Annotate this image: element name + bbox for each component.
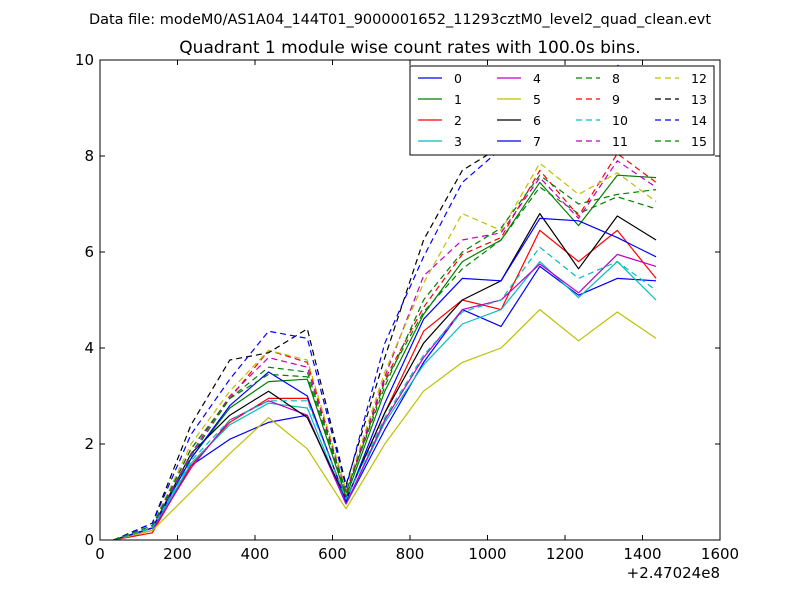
legend-label: 4: [533, 71, 541, 86]
x-tick-label: 0: [95, 545, 105, 563]
legend-label: 13: [691, 92, 707, 107]
legend-label: 5: [533, 92, 541, 107]
series-layer: [113, 64, 657, 540]
series-line-3: [113, 261, 657, 540]
legend-label: 7: [533, 134, 541, 149]
series-line-6: [113, 213, 657, 540]
legend-label: 10: [612, 113, 628, 128]
legend-label: 3: [454, 134, 462, 149]
series-line-9: [113, 153, 657, 540]
x-tick-label: 1400: [623, 545, 661, 563]
x-tick-label: 1000: [468, 545, 506, 563]
x-tick-label: 800: [396, 545, 425, 563]
series-line-5: [113, 309, 657, 540]
y-tick-label: 8: [84, 147, 94, 165]
y-tick-label: 0: [84, 531, 94, 549]
series-line-8: [113, 186, 657, 540]
y-tick-label: 6: [84, 243, 94, 261]
series-line-12: [113, 162, 657, 540]
y-tick-label: 4: [84, 339, 94, 357]
legend-label: 6: [533, 113, 541, 128]
plot-frame: [99, 59, 721, 541]
x-tick-label: 600: [318, 545, 347, 563]
legend-frame: [409, 65, 715, 156]
legend-label: 12: [691, 71, 707, 86]
x-tick-label: 200: [163, 545, 192, 563]
legend-label: 2: [454, 113, 462, 128]
chart-suptitle: Data file: modeM0/AS1A04_144T01_90000016…: [89, 12, 711, 28]
series-line-2: [113, 229, 657, 540]
legend-label: 9: [612, 92, 620, 107]
legend-label: 1: [454, 92, 462, 107]
legend-label: 0: [454, 71, 462, 86]
x-tick-label: 1200: [546, 545, 584, 563]
legend-label: 15: [691, 134, 707, 149]
legend-label: 11: [612, 134, 628, 149]
y-tick-label: 10: [75, 51, 94, 69]
x-tick-label: 1600: [701, 545, 739, 563]
legend-label: 14: [691, 113, 707, 128]
series-line-13: [113, 92, 657, 540]
x-tick-label: 400: [241, 545, 270, 563]
y-tick-label: 2: [84, 435, 94, 453]
series-line-11: [113, 160, 657, 540]
x-offset-label: +2.47024e8: [627, 564, 720, 582]
series-line-7: [113, 217, 657, 540]
legend-label: 8: [612, 71, 620, 86]
chart-title: Quadrant 1 module wise count rates with …: [179, 38, 640, 58]
series-line-10: [113, 246, 657, 540]
series-line-4: [113, 253, 657, 540]
